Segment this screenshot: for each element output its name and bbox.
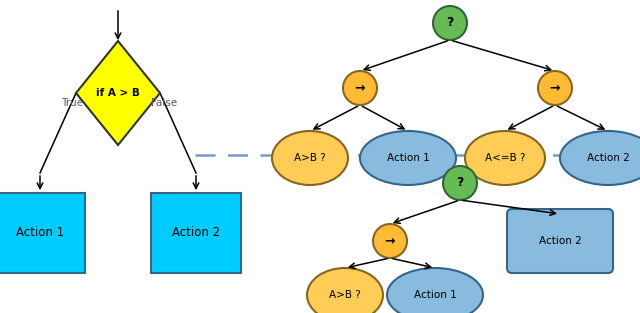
Text: A<=B ?: A<=B ? xyxy=(484,153,525,163)
Ellipse shape xyxy=(433,6,467,40)
Text: ?: ? xyxy=(456,177,464,189)
Text: →: → xyxy=(355,81,365,95)
Text: Action 1: Action 1 xyxy=(387,153,429,163)
Ellipse shape xyxy=(373,224,407,258)
FancyBboxPatch shape xyxy=(0,193,85,273)
Ellipse shape xyxy=(538,71,572,105)
Text: if A > B: if A > B xyxy=(96,88,140,98)
Text: Action 2: Action 2 xyxy=(539,236,581,246)
Text: Action 2: Action 2 xyxy=(172,227,220,239)
Text: Action 1: Action 1 xyxy=(16,227,64,239)
FancyBboxPatch shape xyxy=(507,209,613,273)
FancyBboxPatch shape xyxy=(151,193,241,273)
Ellipse shape xyxy=(387,268,483,313)
Text: Action 1: Action 1 xyxy=(413,290,456,300)
Text: Action 2: Action 2 xyxy=(587,153,629,163)
Ellipse shape xyxy=(360,131,456,185)
Ellipse shape xyxy=(307,268,383,313)
Text: True: True xyxy=(61,98,83,108)
Text: False: False xyxy=(151,98,177,108)
Ellipse shape xyxy=(443,166,477,200)
Text: A>B ?: A>B ? xyxy=(294,153,326,163)
Text: →: → xyxy=(550,81,560,95)
Ellipse shape xyxy=(272,131,348,185)
Ellipse shape xyxy=(560,131,640,185)
Text: ?: ? xyxy=(446,17,454,29)
Ellipse shape xyxy=(343,71,377,105)
Text: A>B ?: A>B ? xyxy=(329,290,361,300)
Text: →: → xyxy=(385,234,396,248)
Ellipse shape xyxy=(465,131,545,185)
Polygon shape xyxy=(76,41,160,145)
